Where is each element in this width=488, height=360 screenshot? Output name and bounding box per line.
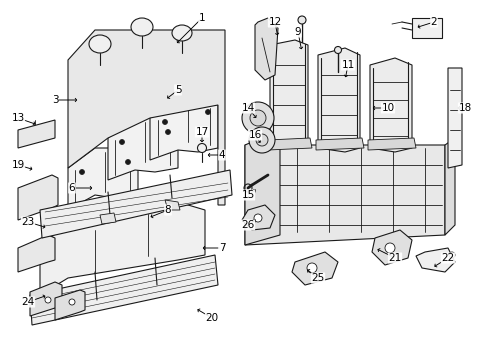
Circle shape (69, 299, 75, 305)
Text: 3: 3 (52, 95, 58, 105)
Text: 26: 26 (241, 220, 254, 230)
Circle shape (242, 102, 273, 134)
Polygon shape (242, 205, 274, 230)
Circle shape (306, 263, 316, 273)
Polygon shape (30, 282, 62, 316)
Polygon shape (269, 40, 307, 148)
Circle shape (45, 297, 51, 303)
Polygon shape (315, 138, 363, 150)
Circle shape (125, 159, 130, 165)
Polygon shape (447, 68, 461, 168)
Circle shape (119, 139, 124, 144)
Circle shape (384, 243, 394, 253)
Polygon shape (164, 200, 180, 210)
Text: 7: 7 (218, 243, 225, 253)
Polygon shape (254, 18, 278, 80)
Polygon shape (40, 170, 231, 238)
Text: 18: 18 (457, 103, 470, 113)
Polygon shape (30, 255, 218, 325)
Circle shape (205, 109, 210, 114)
Text: 13: 13 (11, 113, 24, 123)
Text: 1: 1 (198, 13, 205, 23)
Text: 16: 16 (248, 130, 261, 140)
Text: 15: 15 (241, 190, 254, 200)
Polygon shape (369, 58, 411, 152)
Ellipse shape (89, 35, 111, 53)
Polygon shape (291, 252, 337, 285)
Text: 25: 25 (311, 273, 324, 283)
Circle shape (80, 170, 84, 175)
Circle shape (162, 120, 167, 125)
Polygon shape (244, 145, 444, 245)
Text: 10: 10 (381, 103, 394, 113)
Text: 2: 2 (430, 17, 436, 27)
Circle shape (253, 214, 262, 222)
Text: 4: 4 (218, 150, 225, 160)
Circle shape (197, 144, 206, 153)
Polygon shape (18, 120, 55, 148)
Polygon shape (444, 138, 454, 235)
Polygon shape (411, 18, 441, 38)
Polygon shape (244, 130, 280, 245)
Text: 21: 21 (387, 253, 401, 263)
Circle shape (165, 130, 170, 135)
Text: 8: 8 (164, 205, 171, 215)
Circle shape (297, 16, 305, 24)
Text: 12: 12 (268, 17, 281, 27)
Polygon shape (415, 248, 454, 272)
Circle shape (256, 134, 267, 146)
Polygon shape (108, 118, 178, 180)
Text: 22: 22 (441, 253, 454, 263)
Text: 5: 5 (174, 85, 181, 95)
Polygon shape (367, 138, 415, 150)
Polygon shape (18, 175, 58, 220)
Ellipse shape (131, 18, 153, 36)
Ellipse shape (172, 25, 192, 41)
Polygon shape (68, 30, 224, 205)
Text: 14: 14 (241, 103, 254, 113)
Polygon shape (100, 213, 116, 224)
Text: 6: 6 (68, 183, 75, 193)
Polygon shape (317, 48, 359, 152)
Circle shape (248, 127, 274, 153)
Circle shape (334, 46, 341, 54)
Text: 24: 24 (21, 297, 35, 307)
Polygon shape (68, 148, 138, 210)
Polygon shape (150, 98, 218, 160)
Text: 17: 17 (195, 127, 208, 137)
Circle shape (249, 110, 265, 126)
Text: 23: 23 (21, 217, 35, 227)
Text: 11: 11 (341, 60, 354, 70)
Polygon shape (267, 138, 311, 150)
Polygon shape (18, 235, 55, 272)
Text: 20: 20 (205, 313, 218, 323)
Polygon shape (40, 202, 204, 295)
Text: 19: 19 (11, 160, 24, 170)
Polygon shape (371, 230, 411, 265)
Text: 9: 9 (294, 27, 301, 37)
Polygon shape (55, 290, 85, 320)
